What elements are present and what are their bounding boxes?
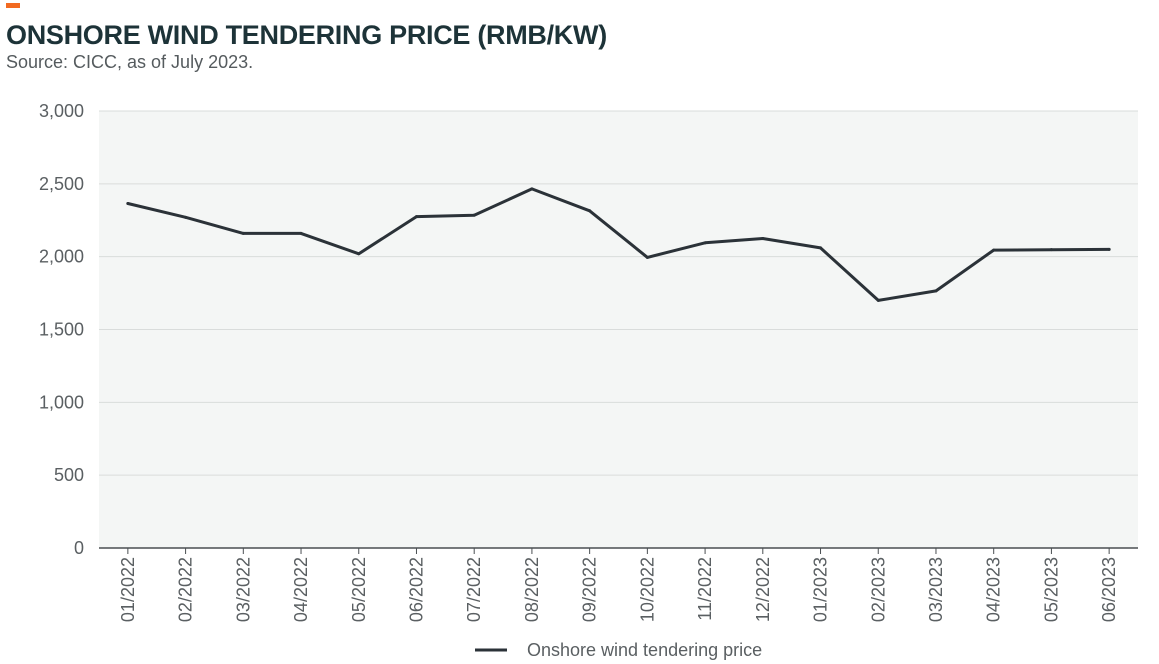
y-tick-label: 2,500 <box>39 174 84 194</box>
y-tick-label: 1,000 <box>39 392 84 412</box>
data-point <box>414 215 418 219</box>
x-tick-label: 05/2023 <box>1041 557 1061 622</box>
data-point <box>184 215 188 219</box>
x-tick-label: 02/2022 <box>176 557 196 622</box>
data-point <box>703 241 707 245</box>
data-point <box>241 231 245 235</box>
series-line <box>126 187 1111 302</box>
data-point <box>992 248 996 252</box>
data-point <box>819 246 823 250</box>
data-point <box>1049 248 1053 252</box>
data-point <box>588 209 592 213</box>
data-point <box>1107 247 1111 251</box>
x-tick-label: 08/2022 <box>522 557 542 622</box>
x-tick-label: 07/2022 <box>464 557 484 622</box>
data-point <box>934 289 938 293</box>
legend-label: Onshore wind tendering price <box>527 640 762 660</box>
data-point <box>357 252 361 256</box>
x-tick-label: 12/2022 <box>753 557 773 622</box>
x-tick-label: 04/2022 <box>291 557 311 622</box>
data-point <box>645 255 649 259</box>
series-group <box>126 187 1111 302</box>
y-axis: 0 500 1,000 1,500 2,000 2,500 3,000 <box>39 101 84 558</box>
gridlines <box>99 110 1138 476</box>
x-tick-label: 03/2022 <box>233 557 253 622</box>
chart-title: ONSHORE WIND TENDERING PRICE (RMB/KW) <box>6 20 607 50</box>
data-point <box>761 236 765 240</box>
data-point <box>472 213 476 217</box>
x-tick-label: 06/2022 <box>406 557 426 622</box>
x-tick-label: 10/2022 <box>637 557 657 622</box>
x-tick-label: 05/2022 <box>349 557 369 622</box>
x-tick-label: 11/2022 <box>695 557 715 621</box>
legend: Onshore wind tendering price <box>475 640 762 660</box>
y-tick-label: 2,000 <box>39 247 84 267</box>
data-point <box>530 187 534 191</box>
x-axis: 01/2022 02/2022 03/2022 04/2022 05/2022 06/20… <box>99 547 1138 622</box>
y-tick-label: 0 <box>74 538 84 558</box>
x-tick-label: 02/2023 <box>868 557 888 622</box>
data-point <box>876 298 880 302</box>
x-tick-label: 01/2023 <box>811 557 831 622</box>
y-tick-label: 3,000 <box>39 101 84 121</box>
x-tick-label: 06/2023 <box>1099 557 1119 622</box>
x-tick-label: 03/2023 <box>926 557 946 622</box>
y-tick-label: 500 <box>54 465 84 485</box>
x-tick-label: 09/2022 <box>580 557 600 622</box>
accent-bar <box>6 3 20 8</box>
data-point <box>126 201 130 205</box>
x-tick-label: 04/2023 <box>984 557 1004 622</box>
chart-source: Source: CICC, as of July 2023. <box>6 52 254 72</box>
y-tick-label: 1,500 <box>39 320 84 340</box>
data-point <box>299 231 303 235</box>
x-tick-label: 01/2022 <box>118 557 138 622</box>
